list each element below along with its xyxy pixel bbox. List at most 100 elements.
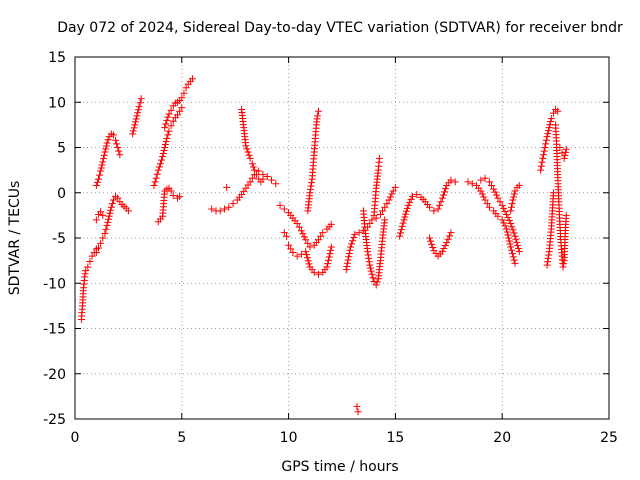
data-point (81, 270, 89, 278)
data-point (101, 148, 109, 156)
data-point (542, 136, 550, 144)
data-point (500, 219, 508, 227)
data-point (368, 216, 376, 224)
data-point (562, 211, 570, 219)
data-point (94, 175, 102, 183)
y-tick-label: 10 (48, 95, 66, 111)
data-point (494, 194, 502, 202)
x-tick-label: 15 (386, 430, 404, 446)
x-tick-label: 25 (600, 430, 618, 446)
data-point (108, 200, 116, 208)
data-point (468, 180, 476, 188)
data-point (379, 207, 387, 215)
data-point (159, 153, 167, 161)
data-point (259, 175, 267, 183)
data-point (376, 210, 384, 218)
data-point (501, 222, 509, 230)
data-point (444, 235, 452, 243)
data-point (176, 107, 184, 115)
data-point (104, 218, 112, 226)
grid-lines (75, 57, 609, 419)
data-point (537, 166, 545, 174)
data-point (541, 144, 549, 151)
data-point (511, 232, 519, 240)
data-point (302, 236, 310, 244)
data-point (96, 171, 104, 179)
data-point (325, 253, 333, 261)
data-point (248, 174, 256, 182)
data-point (342, 266, 350, 274)
data-point (375, 154, 383, 162)
data-point (397, 226, 405, 234)
data-point (389, 187, 397, 195)
data-point (324, 256, 332, 264)
data-point (103, 221, 111, 229)
data-point (510, 256, 518, 264)
data-point (302, 248, 310, 256)
data-point (93, 178, 101, 186)
data-point (507, 220, 515, 228)
data-point (306, 185, 314, 193)
data-point (544, 258, 552, 266)
data-point (505, 234, 513, 242)
data-point (407, 195, 415, 203)
data-point (297, 227, 305, 235)
data-point (485, 203, 493, 211)
data-point (137, 95, 145, 103)
data-point (508, 246, 516, 254)
data-point (246, 178, 254, 186)
data-point (364, 251, 372, 259)
data-point (153, 170, 161, 178)
data-point (483, 200, 491, 208)
data-point (107, 203, 115, 211)
chart-title: Day 072 of 2024, Sidereal Day-to-day VTE… (57, 20, 623, 36)
data-point (447, 229, 455, 237)
data-point (364, 248, 372, 256)
data-point (494, 212, 502, 220)
data-point (182, 84, 190, 92)
data-point (347, 243, 355, 251)
data-point (112, 136, 120, 144)
data-point (507, 207, 515, 215)
data-point (244, 148, 252, 156)
data-point (250, 166, 258, 174)
data-point (225, 203, 233, 211)
data-point (429, 244, 437, 252)
data-point (507, 203, 515, 211)
data-point (397, 229, 405, 237)
data-point (164, 113, 172, 121)
data-point (498, 216, 506, 224)
data-point (161, 144, 169, 151)
data-point (315, 107, 323, 115)
data-point (97, 167, 105, 175)
data-point (327, 246, 335, 254)
y-tick-label: 5 (57, 141, 66, 157)
data-point (86, 258, 94, 266)
data-point (133, 112, 141, 120)
data-point (164, 131, 172, 139)
data-point (408, 192, 416, 200)
data-point (97, 208, 105, 216)
data-point (343, 259, 351, 267)
data-point (243, 145, 251, 153)
data-point (287, 245, 295, 253)
data-point (293, 252, 301, 260)
data-point (88, 252, 96, 260)
data-point (505, 217, 513, 225)
data-point (327, 243, 335, 251)
data-point (92, 216, 100, 224)
data-point (504, 213, 512, 221)
data-point (514, 241, 522, 249)
y-axis-label: SDTVAR / TECUs (7, 181, 23, 296)
data-point (500, 204, 508, 212)
data-point (299, 230, 307, 238)
data-point (107, 206, 115, 214)
data-point (81, 273, 89, 281)
data-point (165, 110, 173, 118)
data-point (365, 254, 373, 262)
data-point (315, 270, 323, 278)
data-point (451, 178, 459, 186)
data-point (388, 190, 396, 198)
data-point (167, 187, 175, 195)
